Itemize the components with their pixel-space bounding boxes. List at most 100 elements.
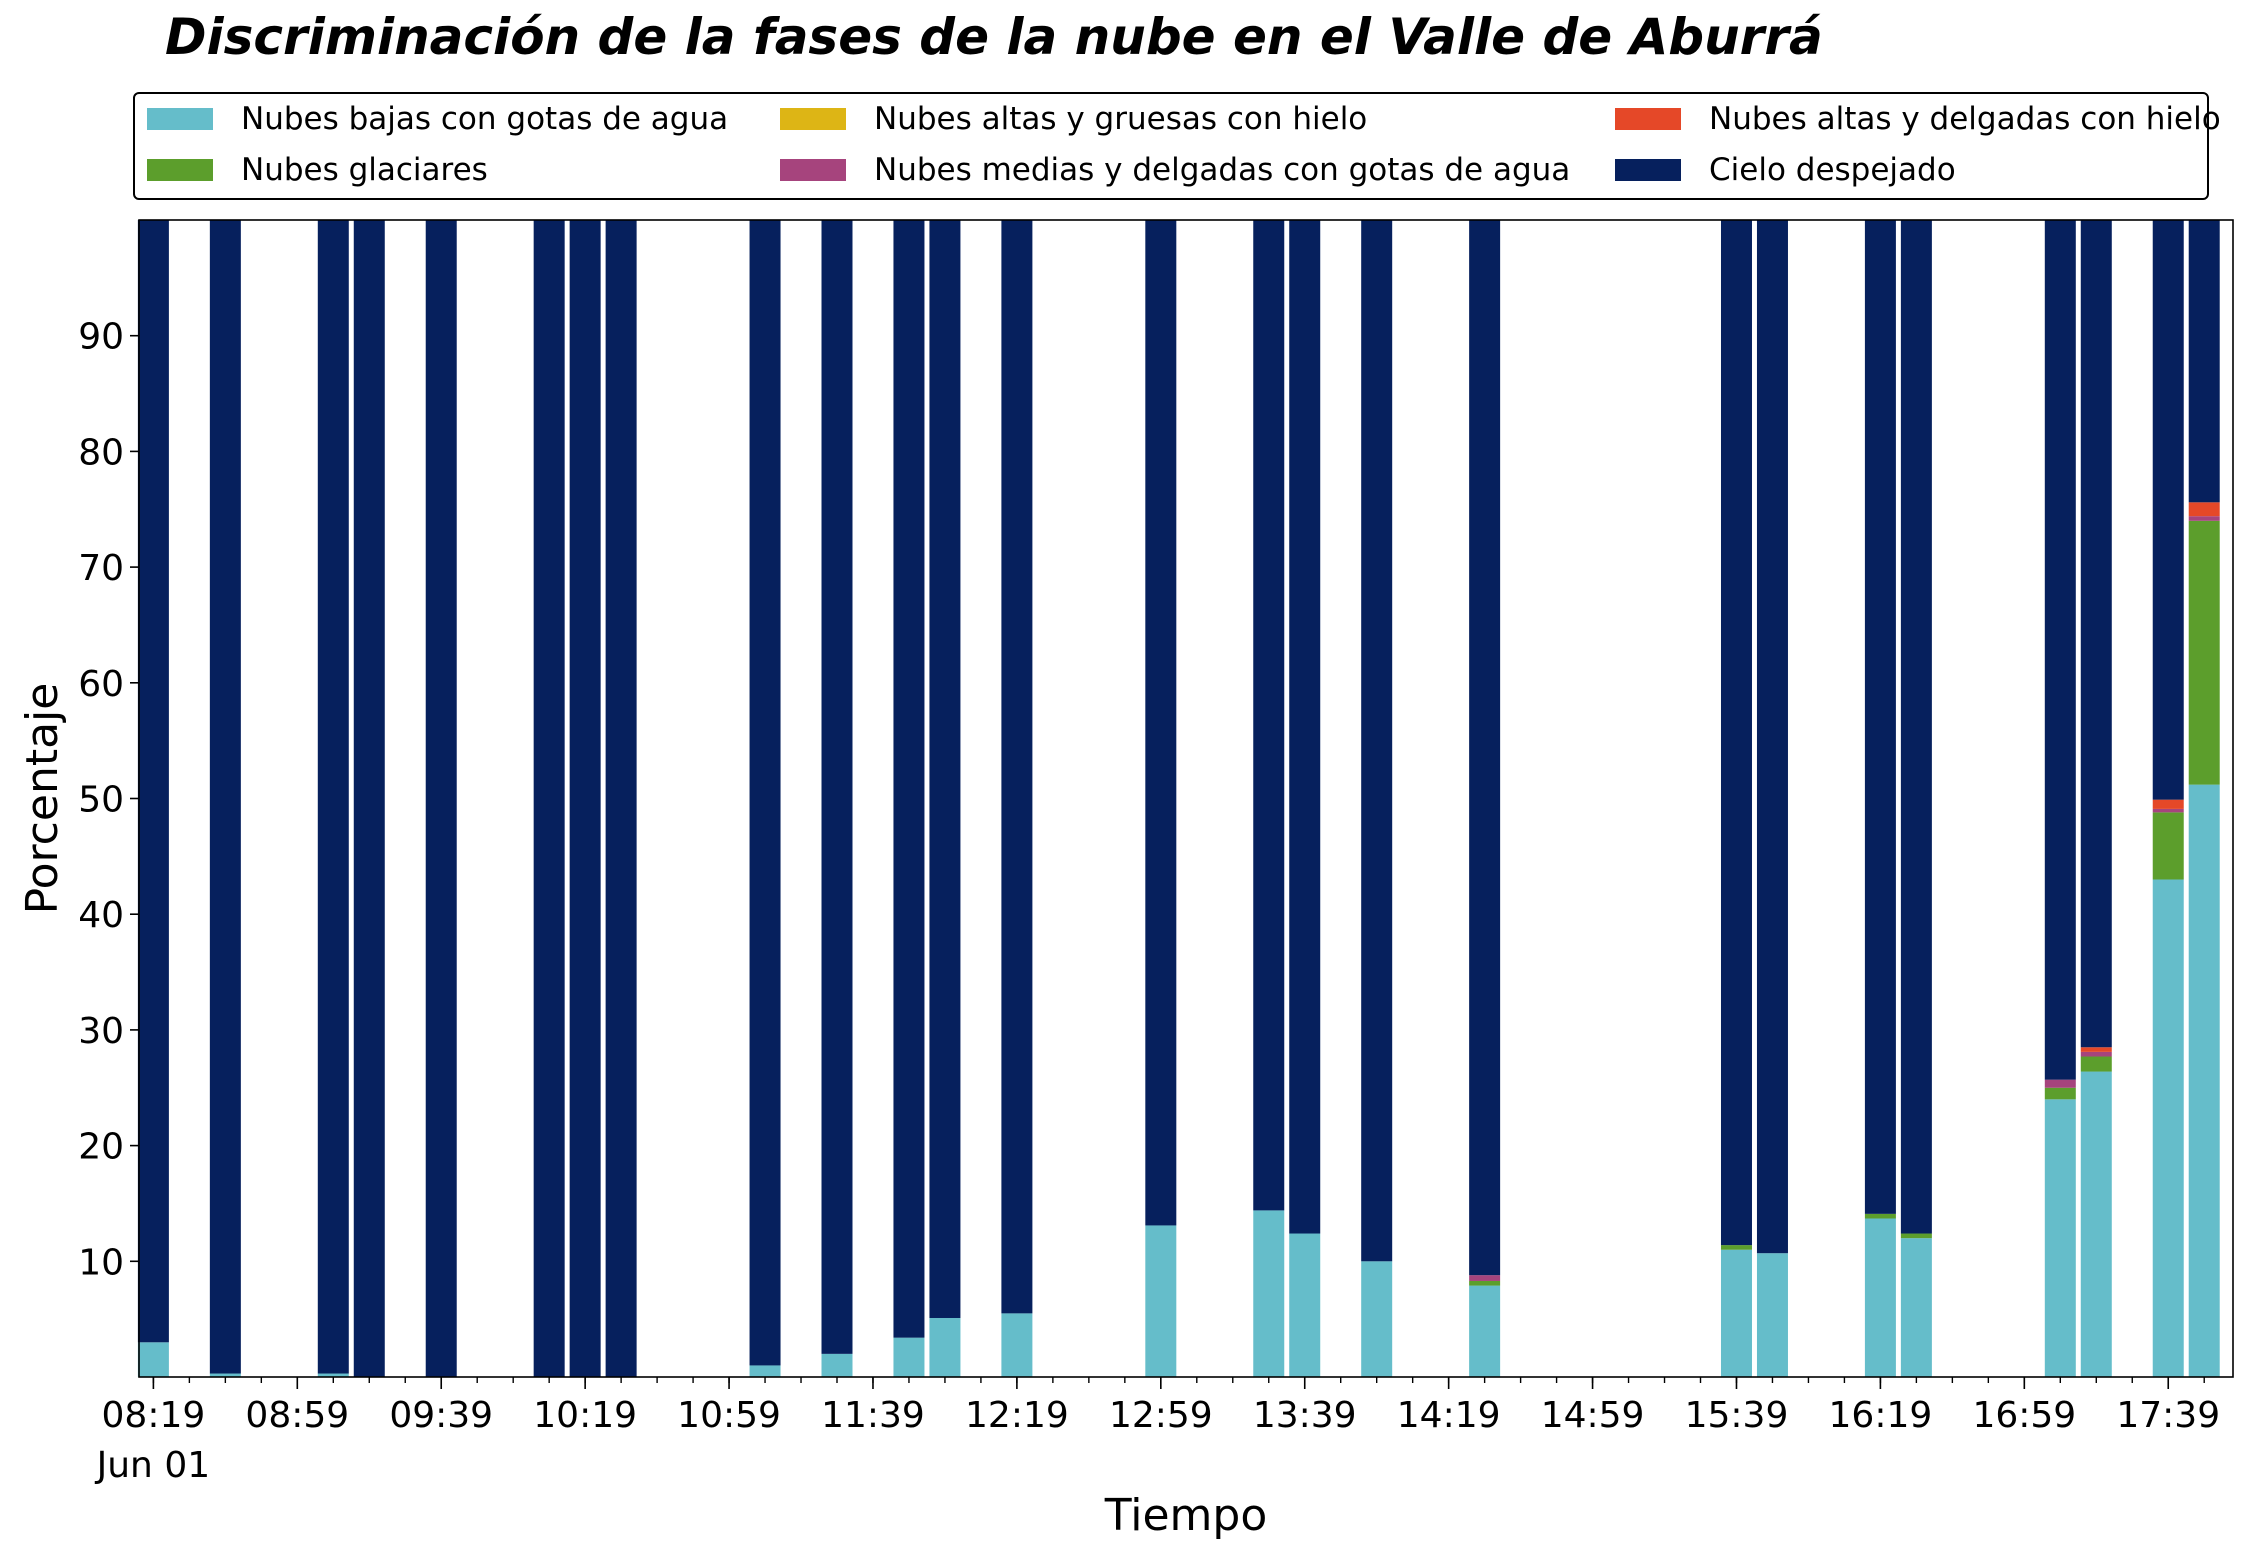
x-tick-label: 12:19 <box>965 1395 1069 1436</box>
bar-segment <box>1145 220 1177 1226</box>
bar-segment <box>1900 220 1932 1234</box>
bar-segment <box>1864 1213 1896 1219</box>
chart-title: Discriminación de la fases de la nube en… <box>165 8 1823 66</box>
bar-segment <box>1469 1285 1501 1377</box>
x-tick-label: 10:59 <box>677 1395 781 1436</box>
x-tick-label: 16:19 <box>1829 1395 1933 1436</box>
legend-swatch <box>1615 108 1681 130</box>
bar-segment <box>2152 879 2184 1377</box>
x-tick-label: 11:39 <box>821 1395 925 1436</box>
bar-segment <box>1900 1233 1932 1239</box>
legend-item: Nubes altas y delgadas con hielo <box>1615 101 2221 137</box>
bar-segment <box>1289 1233 1321 1377</box>
bar-segment <box>2188 520 2220 785</box>
x-tick-label: 12:59 <box>1109 1395 1213 1436</box>
y-tick-label: 80 <box>78 432 124 473</box>
legend-label: Nubes bajas con gotas de agua <box>241 101 729 137</box>
bar-segment <box>1469 220 1501 1276</box>
bar-segment <box>1756 1253 1788 1377</box>
legend-label: Cielo despejado <box>1709 152 1956 188</box>
bar-segment <box>2080 1047 2112 1052</box>
bar-segment <box>605 220 637 1377</box>
x-tick-label: 17:39 <box>2116 1395 2220 1436</box>
x-date-label: Jun 01 <box>95 1445 211 1486</box>
y-tick-label: 70 <box>78 548 124 589</box>
bar-segment <box>353 220 385 1377</box>
legend-swatch <box>147 159 213 181</box>
legend-swatch <box>1615 159 1681 181</box>
bar-segment <box>1469 1275 1501 1281</box>
bar-segment <box>2080 1051 2112 1057</box>
x-tick-label: 15:39 <box>1685 1395 1789 1436</box>
legend-label: Nubes glaciares <box>241 152 488 188</box>
bar-segment <box>1469 1280 1501 1286</box>
bar-segment <box>1864 220 1896 1214</box>
bars <box>137 220 2220 1377</box>
legend-swatch <box>780 108 846 130</box>
bar-segment <box>821 1353 853 1377</box>
y-tick-label: 10 <box>78 1242 124 1283</box>
bar-segment <box>2080 220 2112 1048</box>
bar-segment <box>317 220 349 1374</box>
bar-segment <box>1361 220 1393 1262</box>
legend-item: Nubes altas y gruesas con hielo <box>780 101 1368 137</box>
bar-segment <box>1289 220 1321 1234</box>
bar-segment <box>137 1342 169 1377</box>
bar-segment <box>929 220 961 1318</box>
bar-segment <box>1361 1261 1393 1377</box>
bar-segment <box>1756 220 1788 1254</box>
x-tick-label: 10:19 <box>533 1395 637 1436</box>
bar-segment <box>1001 220 1033 1314</box>
bar-segment <box>2080 1071 2112 1377</box>
legend-item: Nubes glaciares <box>147 152 488 188</box>
bar-segment <box>1720 220 1752 1246</box>
bar-segment <box>137 220 169 1343</box>
bar-segment <box>1720 1245 1752 1250</box>
y-tick-label: 60 <box>78 664 124 705</box>
bar-segment <box>1145 1225 1177 1377</box>
bar-segment <box>821 220 853 1354</box>
legend: Nubes bajas con gotas de agua Nubes glaci… <box>133 92 2221 200</box>
bar-segment <box>2188 784 2220 1377</box>
bar-segment <box>2044 1087 2076 1100</box>
bar-segment <box>2188 220 2220 503</box>
bar-segment <box>209 1373 241 1377</box>
bar-segment <box>1900 1238 1932 1377</box>
bar-segment <box>1253 220 1285 1211</box>
bar-segment <box>1864 1218 1896 1377</box>
legend-item: Nubes bajas con gotas de agua <box>147 101 729 137</box>
x-tick-label: 09:39 <box>389 1395 493 1436</box>
bar-segment <box>1253 1210 1285 1377</box>
legend-item: Nubes medias y delgadas con gotas de agu… <box>780 152 1570 188</box>
y-axis-label: Porcentaje <box>17 683 68 915</box>
bar-segment <box>929 1317 961 1377</box>
bar-segment <box>425 220 457 1377</box>
y-tick-label: 20 <box>78 1127 124 1168</box>
legend-label: Nubes altas y delgadas con hielo <box>1709 101 2221 137</box>
bar-segment <box>2080 1056 2112 1072</box>
legend-item: Cielo despejado <box>1615 152 1956 188</box>
legend-label: Nubes altas y gruesas con hielo <box>874 101 1368 137</box>
x-axis-label: Tiempo <box>1104 1490 1268 1541</box>
bar-segment <box>2044 220 2076 1080</box>
x-tick-label: 08:19 <box>102 1395 206 1436</box>
x-tick-label: 14:59 <box>1541 1395 1645 1436</box>
bar-segment <box>749 220 781 1366</box>
bar-segment <box>317 1373 349 1377</box>
y-tick-label: 30 <box>78 1011 124 1052</box>
bar-segment <box>2152 812 2184 880</box>
bar-segment <box>2152 808 2184 813</box>
bar-segment <box>893 220 925 1338</box>
bar-segment <box>749 1365 781 1377</box>
legend-swatch <box>147 108 213 130</box>
x-tick-label: 08:59 <box>245 1395 349 1436</box>
x-tick-label: 13:39 <box>1253 1395 1357 1436</box>
bar-segment <box>533 220 565 1377</box>
bar-segment <box>2044 1099 2076 1377</box>
bar-segment <box>569 220 601 1377</box>
bar-segment <box>2044 1079 2076 1088</box>
bar-segment <box>1720 1249 1752 1377</box>
bar-segment <box>2188 516 2220 521</box>
y-tick-label: 90 <box>78 317 124 358</box>
bar-segment <box>2188 502 2220 517</box>
